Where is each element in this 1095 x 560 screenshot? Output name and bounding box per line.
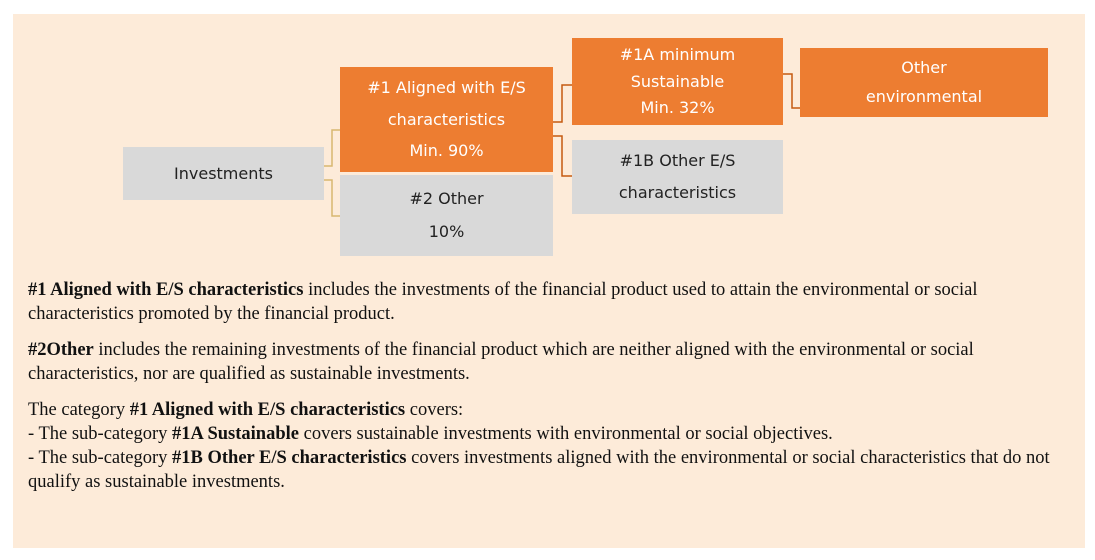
text-run: covers: [405, 400, 464, 420]
node-label: #1 Aligned with E/S [367, 78, 526, 98]
paragraph: #1 Aligned with E/S characteristics incl… [28, 278, 1086, 326]
node-box: Other environmental [800, 48, 1048, 117]
bold-text: #1A Sustainable [172, 424, 299, 444]
bold-text: #1 Aligned with E/S characteristics [28, 280, 304, 300]
node-label: characteristics [618, 182, 737, 202]
node-label: 10% [428, 222, 465, 242]
node-box: #1 Aligned with E/S characteristics Min. 9… [340, 67, 553, 172]
text-run: includes the remaining investments of th… [28, 340, 974, 384]
text-run: covers investments aligned with the envi… [28, 448, 1050, 492]
bold-text: #1B Other E/S characteristics [172, 448, 407, 468]
text-line: The category #1 Aligned with E/S charact… [28, 398, 1086, 422]
node-label: #2 Other [409, 188, 484, 208]
text-run: - The sub-category [28, 424, 173, 444]
list-item: - The sub-category #1B Other E/S charact… [28, 446, 1086, 494]
text-run: covers sustainable investments with envi… [299, 424, 833, 444]
bold-text: #1 Aligned with E/S characteristics [129, 400, 406, 420]
bold-text: #2Other [28, 340, 94, 360]
text-run: - The sub-category [28, 448, 173, 468]
node-label: environmental [865, 87, 983, 107]
connector-sustainable [783, 73, 800, 109]
node-label: characteristics [387, 109, 506, 129]
connector-aligned [553, 84, 572, 177]
node-label: Investments [174, 163, 273, 183]
node-label: #1A minimum [619, 44, 736, 64]
node-box: #1A minimum Sustainable Min. 32% [572, 38, 783, 125]
description: #1 Aligned with E/S characteristics incl… [28, 278, 1086, 506]
text-run: The category [28, 400, 130, 420]
node-box: #1B Other E/S characteristics [572, 140, 783, 214]
node-label: Other [901, 57, 947, 77]
connector-investments [324, 129, 340, 217]
paragraph: #2Other includes the remaining investmen… [28, 338, 1086, 386]
node-label: #1B Other E/S [619, 151, 736, 171]
node-label: Min. 32% [640, 98, 715, 118]
node-box: #2 Other 10% [340, 175, 553, 256]
paragraph: The category #1 Aligned with E/S charact… [28, 398, 1086, 494]
list-item: - The sub-category #1A Sustainable cover… [28, 422, 1086, 446]
node-label: Min. 90% [409, 140, 484, 160]
node-box: Investments [123, 147, 324, 200]
text-run: includes the investments of the financia… [28, 280, 978, 324]
node-label: Sustainable [630, 71, 725, 91]
